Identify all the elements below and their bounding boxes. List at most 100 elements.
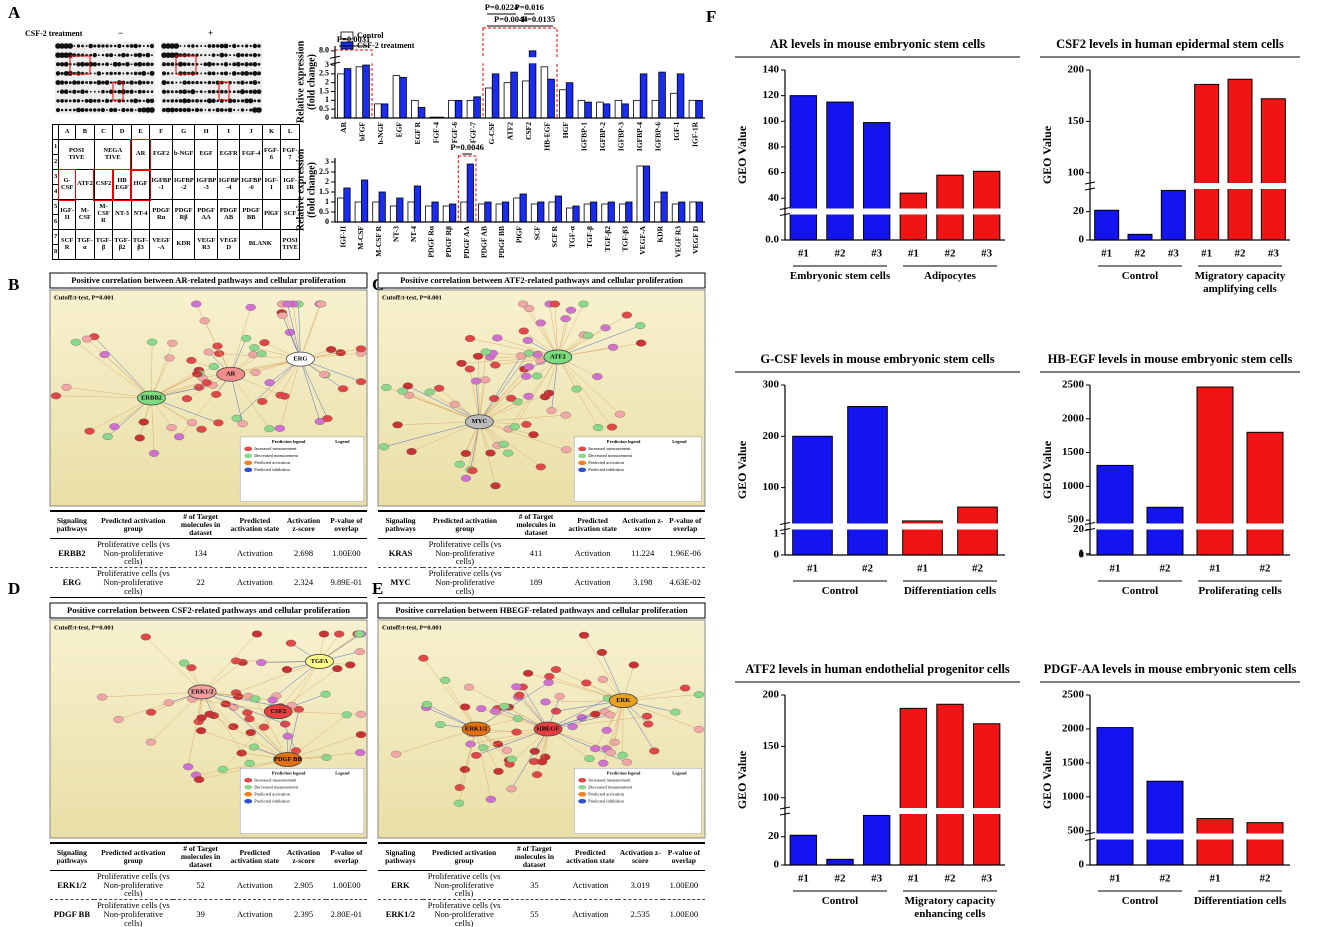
table-header-cell: Signaling pathways: [378, 843, 423, 870]
blot-spot: [77, 99, 80, 102]
hub-label: ERG: [293, 356, 307, 363]
panel-label: A: [8, 3, 21, 22]
array-cell: CSF2: [94, 170, 113, 200]
blot-spot: [142, 90, 145, 93]
axis-break: [1084, 183, 1292, 189]
blot-spot: [72, 80, 77, 85]
y-tick-label: 60: [768, 166, 780, 178]
blot-spot: [257, 54, 260, 57]
blot-spot: [114, 90, 117, 93]
table-header-cell: Activation z-score: [620, 511, 665, 538]
blot-spot: [216, 108, 220, 112]
table-cell: Activation: [565, 568, 620, 598]
network-node: [259, 724, 269, 731]
array-cell: HGF: [131, 170, 150, 200]
blot-spot: [207, 62, 212, 67]
bar: [363, 65, 370, 118]
blot-spot: [130, 99, 133, 102]
blot-spot: [76, 71, 80, 75]
y-tick-label: 500: [1068, 514, 1085, 526]
legend-heading: Legend: [672, 770, 687, 775]
group-label: Differentiation cells: [1180, 895, 1300, 908]
array-row: 7SCF RTGF-αTGF-βTGF-β2TGF-β3VEGF -AKDRVE…: [53, 230, 300, 245]
blot-spot: [64, 81, 68, 85]
blot-spot: [147, 45, 149, 47]
table-cell: 411: [507, 538, 565, 568]
x-tick-label: PDGF BB: [497, 226, 506, 258]
x-tick-label: IGFBP-1: [579, 122, 588, 151]
array-header-row: ABCDEFGHIJKL: [53, 125, 300, 140]
blot-spot: [106, 72, 109, 75]
table-cell: 2.535: [618, 900, 663, 927]
x-tick-label: NT-4: [409, 226, 418, 242]
bar: [485, 202, 491, 222]
network-node: [465, 366, 475, 373]
table-header-row: Signaling pathwaysPredicted activation g…: [50, 843, 367, 870]
network-node: [278, 312, 288, 319]
array-cell: AR: [131, 140, 150, 170]
network-node: [547, 407, 557, 414]
x-tick-label: #1: [807, 563, 818, 575]
x-tick-label: #2: [1160, 563, 1172, 575]
blot-spot: [110, 45, 113, 48]
axis-break: [329, 57, 707, 63]
blot-spot: [150, 99, 154, 103]
legend-heading: Legend: [672, 439, 687, 444]
x-tick-label: #2: [1160, 873, 1172, 885]
bar: [1261, 99, 1285, 240]
network-node: [113, 716, 123, 723]
y-axis-title: Relative expression: [295, 40, 306, 123]
legend-item: Predicted activation: [254, 791, 291, 796]
network-node: [252, 631, 262, 638]
array-column-header: H: [195, 125, 218, 140]
array-cell: IGFBP -3: [195, 170, 218, 200]
blot-spot: [126, 100, 128, 102]
network-node: [197, 426, 207, 433]
legend-item: Increased measurement: [254, 777, 297, 782]
blot-spot: [182, 89, 187, 94]
axis-break: [779, 209, 1007, 215]
blot-spot: [245, 53, 249, 57]
bar: [827, 102, 853, 240]
blot-spot: [73, 72, 76, 75]
table-cell: 3.019: [618, 870, 663, 900]
array-cell: TGF-α: [75, 230, 94, 260]
array-table: ABCDEFGHIJKL1POSI TIVENEGA TIVEARFGF2b-N…: [52, 124, 300, 260]
blot-spot: [135, 109, 137, 111]
blot-spot: [113, 108, 117, 112]
x-tick-label: #3: [1168, 248, 1180, 260]
blot-spot: [184, 45, 186, 47]
bar: [514, 198, 520, 222]
x-tick-label: IGFBP-3: [616, 122, 625, 151]
blot-spot: [241, 108, 244, 111]
blot-spot: [93, 81, 96, 84]
network-cutoff: Cutoff:t-test, P=0.001: [54, 294, 114, 301]
network-node: [480, 377, 490, 384]
network-node: [590, 745, 600, 752]
x-tick-label: IGF-I: [672, 122, 681, 141]
y-tick-label: 1: [325, 95, 329, 104]
network-node: [407, 448, 417, 455]
array-row: 3G-CSFATF2CSF2HB EGFHGFIGFBP -1IGFBP -2I…: [53, 170, 300, 185]
bar: [467, 164, 473, 222]
network-node: [149, 450, 159, 457]
blot-spot: [236, 53, 241, 58]
bar: [1247, 432, 1283, 555]
blot-spot: [253, 44, 257, 48]
network-node: [551, 708, 561, 715]
blot-spot: [151, 54, 153, 56]
legend-symbol: [244, 778, 252, 783]
network-node: [418, 655, 428, 662]
x-tick-label: #2: [945, 248, 957, 260]
hub-label: ERBB2: [141, 394, 162, 401]
blot-spot: [220, 81, 224, 85]
table-row: ERBB2Proliferative cells (vs Non-prolife…: [50, 538, 367, 568]
blot-spot: [183, 108, 187, 112]
network-node: [204, 349, 214, 356]
network-node: [460, 766, 470, 773]
bar: [361, 180, 367, 222]
blot-spot: [60, 72, 63, 75]
array-row-number: 6: [53, 215, 59, 230]
x-tick-label: #2: [972, 563, 984, 575]
bar: [356, 67, 363, 118]
